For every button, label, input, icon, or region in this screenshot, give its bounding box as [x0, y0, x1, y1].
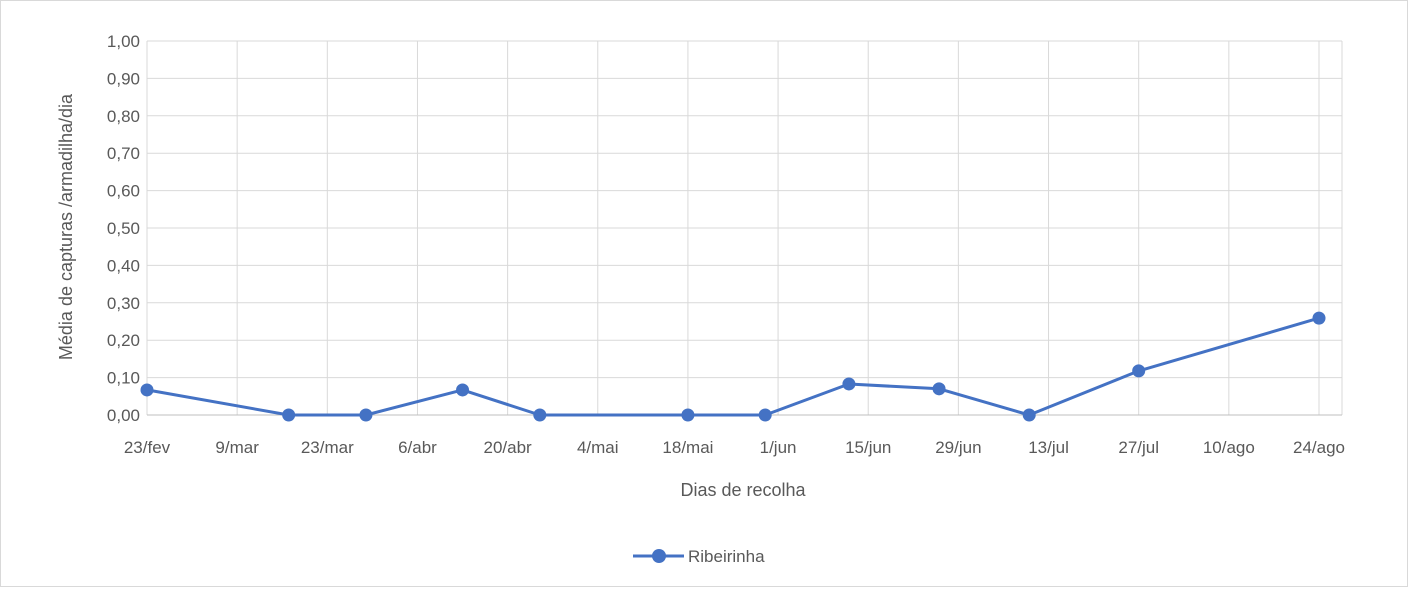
legend: Ribeirinha: [633, 547, 765, 566]
y-tick-label: 0,10: [107, 369, 140, 388]
y-tick-label: 0,50: [107, 219, 140, 238]
x-tick-label: 23/fev: [124, 438, 171, 457]
y-tick-label: 0,90: [107, 69, 140, 88]
data-point: [140, 383, 154, 397]
x-tick-label: 24/ago: [1293, 438, 1345, 457]
x-tick-label: 4/mai: [577, 438, 619, 457]
data-point: [1132, 364, 1146, 378]
data-point: [1022, 408, 1036, 422]
y-tick-label: 0,00: [107, 406, 140, 425]
y-tick-label: 0,70: [107, 144, 140, 163]
series-layer: [140, 311, 1326, 422]
legend-label: Ribeirinha: [688, 547, 765, 566]
data-point: [1312, 311, 1326, 325]
series-line: [146, 316, 1320, 417]
y-tick-labels: 0,00 0,10 0,20 0,30 0,40 0,50 0,60 0,70 0,80 0,90…: [107, 32, 140, 425]
legend-dot-marker: [652, 549, 666, 563]
x-tick-label: 18/mai: [662, 438, 713, 457]
x-tick-label: 27/jul: [1118, 438, 1159, 457]
data-point: [932, 382, 946, 396]
x-tick-label: 23/mar: [301, 438, 354, 457]
data-point: [681, 408, 695, 422]
y-tick-label: 0,60: [107, 182, 140, 201]
x-tick-label: 29/jun: [935, 438, 981, 457]
x-tick-labels: 23/fev 9/mar 23/mar 6/abr 20/abr 4/mai 18/mai 1…: [124, 438, 1345, 457]
y-tick-label: 1,00: [107, 32, 140, 51]
x-axis-title: Dias de recolha: [680, 480, 806, 500]
data-point: [282, 408, 296, 422]
y-tick-label: 0,80: [107, 107, 140, 126]
y-tick-label: 0,30: [107, 294, 140, 313]
data-point: [533, 408, 547, 422]
data-point: [359, 408, 373, 422]
x-tick-label: 20/abr: [484, 438, 533, 457]
x-tick-label: 15/jun: [845, 438, 891, 457]
y-axis-title: Média de capturas /armadilha/dia: [56, 93, 76, 360]
x-tick-label: 13/jul: [1028, 438, 1069, 457]
data-point: [456, 383, 470, 397]
data-point: [758, 408, 772, 422]
y-tick-label: 0,40: [107, 256, 140, 275]
data-point: [842, 377, 856, 391]
x-tick-label: 10/ago: [1203, 438, 1255, 457]
x-tick-label: 9/mar: [215, 438, 259, 457]
gridlines: [146, 40, 1343, 416]
x-tick-label: 1/jun: [760, 438, 797, 457]
x-tick-label: 6/abr: [398, 438, 437, 457]
y-tick-label: 0,20: [107, 331, 140, 350]
